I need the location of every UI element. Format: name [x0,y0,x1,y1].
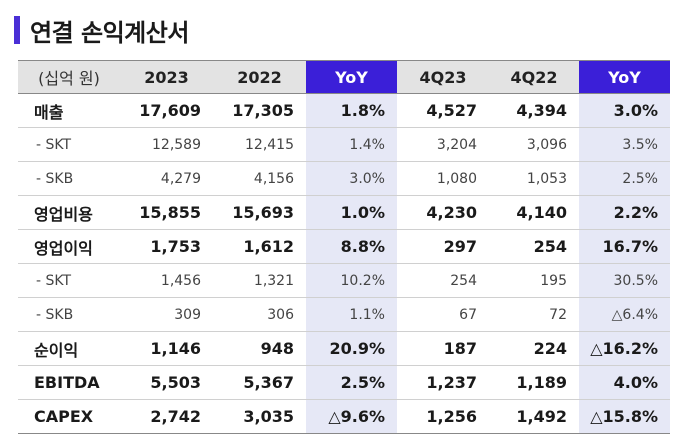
quarterly-yoy-cell: 4.0% [579,365,670,400]
quarterly-yoy-cell: △16.2% [579,331,670,366]
title-accent-bar [14,16,20,44]
value-4q23-cell: 4,230 [397,195,489,230]
quarterly-yoy-cell: 30.5% [579,263,670,298]
section-header: 연결 손익계산서 [14,12,189,48]
annual-yoy-cell: 20.9% [306,331,397,366]
value-2022-cell: 3,035 [213,399,306,434]
table-row: - SKB 309 306 1.1% 67 72 △6.4% [18,297,670,332]
table-row: 순이익 1,146 948 20.9% 187 224 △16.2% [18,331,670,366]
value-2023-cell: 5,503 [120,365,213,400]
income-statement-table: (십억 원) 2023 2022 YoY 4Q23 4Q22 YoY 매출 17,… [18,60,670,434]
table-row: - SKB 4,279 4,156 3.0% 1,080 1,053 2.5% [18,161,670,196]
value-2022-cell: 4,156 [213,161,306,196]
annual-yoy-cell: 8.8% [306,229,397,264]
table-header-row: (십억 원) 2023 2022 YoY 4Q23 4Q22 YoY [18,60,670,94]
value-4q23-cell: 4,527 [397,93,489,128]
value-4q23-cell: 254 [397,263,489,298]
quarterly-yoy-header: YoY [579,60,670,94]
year-2022-header: 2022 [213,60,306,94]
annual-yoy-header: YoY [306,60,397,94]
value-2022-cell: 17,305 [213,93,306,128]
value-2023-cell: 1,146 [120,331,213,366]
value-4q23-cell: 1,256 [397,399,489,434]
annual-yoy-cell: △9.6% [306,399,397,434]
value-4q22-cell: 254 [489,229,579,264]
value-2023-cell: 1,456 [120,263,213,298]
value-4q22-cell: 3,096 [489,127,579,162]
table-row: 매출 17,609 17,305 1.8% 4,527 4,394 3.0% [18,93,670,128]
annual-yoy-cell: 1.8% [306,93,397,128]
value-2022-cell: 1,612 [213,229,306,264]
value-2023-cell: 309 [120,297,213,332]
row-label-cell: - SKB [18,161,120,196]
value-4q22-cell: 1,492 [489,399,579,434]
table-row: - SKT 12,589 12,415 1.4% 3,204 3,096 3.5% [18,127,670,162]
value-4q22-cell: 1,189 [489,365,579,400]
value-4q22-cell: 4,140 [489,195,579,230]
value-4q22-cell: 224 [489,331,579,366]
row-label-cell: 영업비용 [18,195,120,230]
quarterly-yoy-cell: 2.5% [579,161,670,196]
value-4q23-cell: 1,080 [397,161,489,196]
value-2023-cell: 15,855 [120,195,213,230]
annual-yoy-cell: 1.0% [306,195,397,230]
value-4q23-cell: 1,237 [397,365,489,400]
table-row: - SKT 1,456 1,321 10.2% 254 195 30.5% [18,263,670,298]
table-row: 영업이익 1,753 1,612 8.8% 297 254 16.7% [18,229,670,264]
unit-header: (십억 원) [18,60,120,94]
value-2022-cell: 1,321 [213,263,306,298]
value-4q22-cell: 72 [489,297,579,332]
annual-yoy-cell: 3.0% [306,161,397,196]
year-2023-header: 2023 [120,60,213,94]
page-title: 연결 손익계산서 [30,18,189,47]
annual-yoy-cell: 1.4% [306,127,397,162]
annual-yoy-cell: 10.2% [306,263,397,298]
value-2022-cell: 12,415 [213,127,306,162]
quarterly-yoy-cell: 2.2% [579,195,670,230]
value-2022-cell: 948 [213,331,306,366]
table-row: 영업비용 15,855 15,693 1.0% 4,230 4,140 2.2% [18,195,670,230]
quarter-4q23-header: 4Q23 [397,60,489,94]
value-4q22-cell: 1,053 [489,161,579,196]
value-2023-cell: 2,742 [120,399,213,434]
value-4q23-cell: 67 [397,297,489,332]
quarterly-yoy-cell: △6.4% [579,297,670,332]
row-label-cell: - SKB [18,297,120,332]
value-2022-cell: 5,367 [213,365,306,400]
row-label-cell: 영업이익 [18,229,120,264]
row-label-cell: EBITDA [18,365,120,400]
value-4q22-cell: 4,394 [489,93,579,128]
row-label-cell: 순이익 [18,331,120,366]
value-2023-cell: 1,753 [120,229,213,264]
quarter-4q22-header: 4Q22 [489,60,579,94]
table-row: CAPEX 2,742 3,035 △9.6% 1,256 1,492 △15.8% [18,399,670,434]
value-4q22-cell: 195 [489,263,579,298]
value-2023-cell: 12,589 [120,127,213,162]
table-row: EBITDA 5,503 5,367 2.5% 1,237 1,189 4.0% [18,365,670,400]
row-label-cell: - SKT [18,127,120,162]
value-2022-cell: 15,693 [213,195,306,230]
value-4q23-cell: 187 [397,331,489,366]
quarterly-yoy-cell: 16.7% [579,229,670,264]
row-label-cell: - SKT [18,263,120,298]
value-2022-cell: 306 [213,297,306,332]
value-4q23-cell: 3,204 [397,127,489,162]
annual-yoy-cell: 2.5% [306,365,397,400]
quarterly-yoy-cell: 3.5% [579,127,670,162]
value-2023-cell: 17,609 [120,93,213,128]
value-4q23-cell: 297 [397,229,489,264]
row-label-cell: CAPEX [18,399,120,434]
quarterly-yoy-cell: 3.0% [579,93,670,128]
value-2023-cell: 4,279 [120,161,213,196]
quarterly-yoy-cell: △15.8% [579,399,670,434]
annual-yoy-cell: 1.1% [306,297,397,332]
row-label-cell: 매출 [18,93,120,128]
